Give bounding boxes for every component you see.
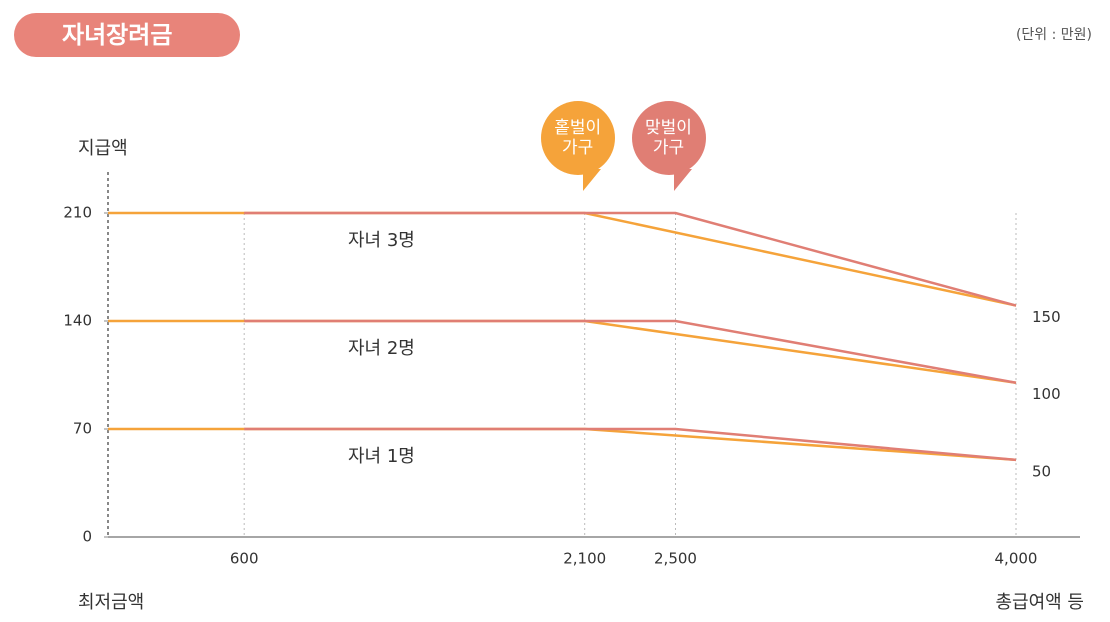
- unit-label: (단위 : 만원): [1015, 27, 1092, 43]
- x-tick-label: 4,000: [995, 550, 1038, 568]
- end-value-label: 100: [1032, 385, 1061, 403]
- x-axis-label-right: 총급여액 등: [995, 592, 1084, 613]
- x-axis-label-left: 최저금액: [78, 592, 145, 613]
- title: 자녀장려금: [14, 13, 240, 57]
- series-bubble: 홑벌이 가구: [540, 101, 615, 191]
- x-tick-label: 2,500: [654, 550, 697, 568]
- x-tick-label: 2,100: [563, 550, 606, 568]
- group-label: 자녀 3명: [348, 230, 415, 251]
- group-label: 자녀 1명: [348, 446, 415, 467]
- series-line: [244, 427, 1017, 462]
- series-line: [244, 319, 1017, 384]
- series-line: [244, 211, 1017, 307]
- series-bubble: 맞벌이 가구: [631, 101, 706, 191]
- y-tick-label: 210: [63, 204, 92, 222]
- end-value-label: 150: [1032, 308, 1061, 326]
- y-tick-label: 0: [82, 528, 92, 546]
- y-tick-label: 140: [63, 312, 92, 330]
- y-tick-label: 70: [73, 420, 92, 438]
- end-value-label: 50: [1032, 462, 1051, 480]
- y-axis-label: 지급액: [78, 138, 128, 159]
- x-tick-label: 600: [230, 550, 259, 568]
- group-label: 자녀 2명: [348, 338, 415, 359]
